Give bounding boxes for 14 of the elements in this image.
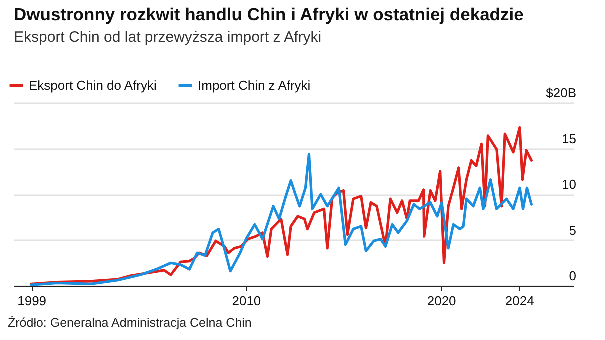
x-tick-label: 1999 xyxy=(18,294,47,308)
legend-label: Import Chin z Afryki xyxy=(198,78,311,93)
chart-title: Dwustronny rozkwit handlu Chin i Afryki w ostatniej dekadzie xyxy=(14,4,524,24)
y-tick-label: 5 xyxy=(569,222,576,238)
y-tick-label: 15 xyxy=(562,131,576,146)
x-tick-label: 2020 xyxy=(427,294,456,308)
x-tick-label: 2010 xyxy=(232,294,262,308)
chart-subtitle: Eksport Chin od lat przewyższa import z Afryki xyxy=(14,29,322,46)
legend-label: Eksport Chin do Afryki xyxy=(29,78,157,93)
y-tick-label: 10 xyxy=(562,177,576,192)
x-tick-label: 2024 xyxy=(505,294,534,308)
text: Źródło: Generalna Administracja Celna Chin xyxy=(8,316,252,330)
y-tick-label: 0 xyxy=(569,268,576,284)
y-tick-label: $20B xyxy=(546,86,576,100)
